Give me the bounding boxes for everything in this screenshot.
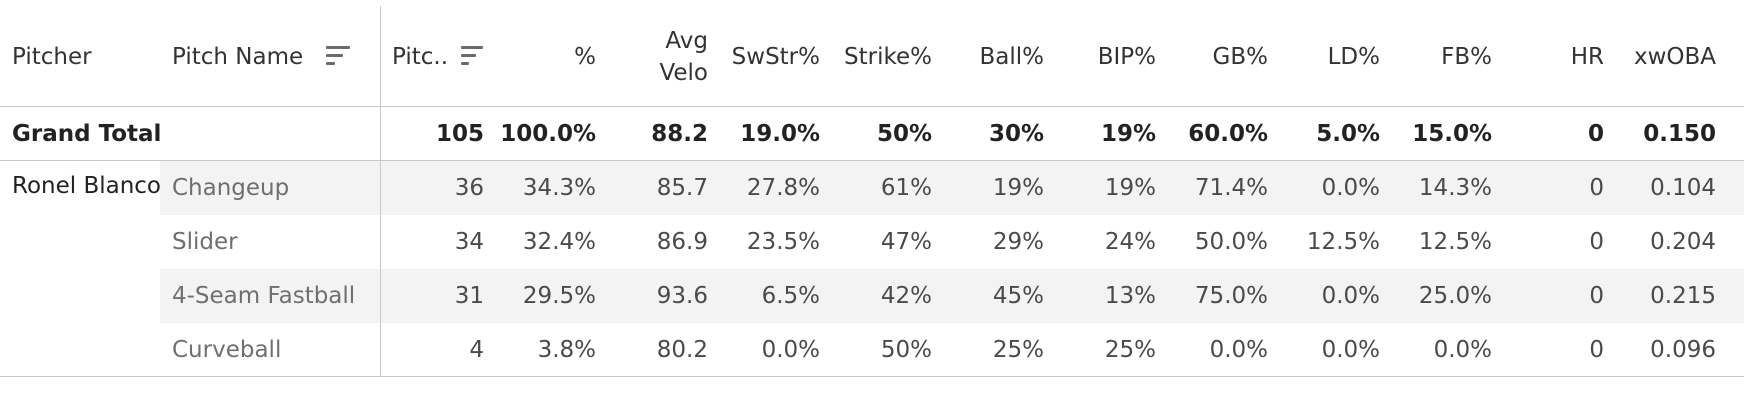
pitch-name-cell: 4-Seam Fastball xyxy=(172,283,356,309)
ball-cell: 19% xyxy=(992,175,1044,201)
fb-cell: 12.5% xyxy=(1418,229,1492,255)
header-pitcher[interactable]: Pitcher xyxy=(12,44,92,70)
swstr-cell: 27.8% xyxy=(746,175,820,201)
total-ld: 5.0% xyxy=(1316,121,1380,147)
header-strike[interactable]: Strike% xyxy=(844,44,932,70)
header-pitches[interactable]: Pitc.. xyxy=(392,44,449,70)
strike-cell: 50% xyxy=(880,337,932,363)
hr-cell: 0 xyxy=(1589,175,1604,201)
ld-cell: 0.0% xyxy=(1321,337,1380,363)
bip-cell: 24% xyxy=(1104,229,1156,255)
percent-cell: 32.4% xyxy=(522,229,596,255)
grand-total-label: Grand Total xyxy=(12,121,162,147)
ld-cell: 12.5% xyxy=(1306,229,1380,255)
header-ld[interactable]: LD% xyxy=(1327,44,1380,70)
fb-cell: 14.3% xyxy=(1418,175,1492,201)
velo-cell: 80.2 xyxy=(656,337,708,363)
percent-cell: 34.3% xyxy=(522,175,596,201)
fb-cell: 25.0% xyxy=(1418,283,1492,309)
total-swstr: 19.0% xyxy=(740,121,820,147)
total-hr: 0 xyxy=(1587,121,1604,147)
pitcher-name[interactable]: Ronel Blanco xyxy=(12,173,162,199)
fb-cell: 0.0% xyxy=(1433,337,1492,363)
velo-cell: 85.7 xyxy=(656,175,708,201)
total-gb: 60.0% xyxy=(1188,121,1268,147)
swstr-cell: 6.5% xyxy=(761,283,820,309)
header-gb[interactable]: GB% xyxy=(1212,44,1268,70)
total-divider xyxy=(0,160,1744,161)
header-xwoba[interactable]: xwOBA xyxy=(1633,44,1716,70)
strike-cell: 42% xyxy=(880,283,932,309)
bip-cell: 13% xyxy=(1104,283,1156,309)
hr-cell: 0 xyxy=(1589,283,1604,309)
ld-cell: 0.0% xyxy=(1321,283,1380,309)
row-band xyxy=(160,269,1744,323)
row-band xyxy=(160,161,1744,215)
total-ball: 30% xyxy=(988,121,1044,147)
pitch-name-cell: Curveball xyxy=(172,337,282,363)
header-ball[interactable]: Ball% xyxy=(979,44,1044,70)
pitches-cell: 34 xyxy=(454,229,484,255)
sort-icon[interactable] xyxy=(461,46,485,68)
xwoba-cell: 0.215 xyxy=(1650,283,1716,309)
header-avg-velo-line1[interactable]: Avg xyxy=(665,28,708,54)
header-pitch-name[interactable]: Pitch Name xyxy=(172,44,304,70)
pitches-cell: 31 xyxy=(454,283,484,309)
strike-cell: 61% xyxy=(880,175,932,201)
total-pitches: 105 xyxy=(435,121,484,147)
column-divider xyxy=(380,6,381,376)
ball-cell: 29% xyxy=(992,229,1044,255)
hr-cell: 0 xyxy=(1589,337,1604,363)
bip-cell: 19% xyxy=(1104,175,1156,201)
velo-cell: 93.6 xyxy=(656,283,708,309)
total-percent: 100.0% xyxy=(500,121,596,147)
total-strike: 50% xyxy=(876,121,932,147)
header-bip[interactable]: BIP% xyxy=(1097,44,1156,70)
xwoba-cell: 0.096 xyxy=(1650,337,1716,363)
swstr-cell: 23.5% xyxy=(746,229,820,255)
gb-cell: 0.0% xyxy=(1209,337,1268,363)
strike-cell: 47% xyxy=(880,229,932,255)
total-fb: 15.0% xyxy=(1412,121,1492,147)
header-percent[interactable]: % xyxy=(574,44,596,70)
total-xwoba: 0.150 xyxy=(1643,121,1716,147)
pitch-name-cell: Slider xyxy=(172,229,238,255)
xwoba-cell: 0.204 xyxy=(1650,229,1716,255)
sort-icon[interactable] xyxy=(326,46,350,68)
header-avg-velo-line2[interactable]: Velo xyxy=(659,60,708,86)
ball-cell: 45% xyxy=(992,283,1044,309)
total-velo: 88.2 xyxy=(651,121,708,147)
pitch-name-cell: Changeup xyxy=(172,175,290,201)
percent-cell: 3.8% xyxy=(537,337,596,363)
total-bip: 19% xyxy=(1100,121,1156,147)
ld-cell: 0.0% xyxy=(1321,175,1380,201)
bip-cell: 25% xyxy=(1104,337,1156,363)
pitches-cell: 4 xyxy=(469,337,484,363)
header-swstr[interactable]: SwStr% xyxy=(731,44,820,70)
header-divider xyxy=(0,106,1744,107)
velo-cell: 86.9 xyxy=(656,229,708,255)
gb-cell: 50.0% xyxy=(1194,229,1268,255)
gb-cell: 71.4% xyxy=(1194,175,1268,201)
bottom-divider xyxy=(0,376,1744,377)
percent-cell: 29.5% xyxy=(522,283,596,309)
header-hr[interactable]: HR xyxy=(1570,44,1604,70)
gb-cell: 75.0% xyxy=(1194,283,1268,309)
hr-cell: 0 xyxy=(1589,229,1604,255)
pitches-cell: 36 xyxy=(454,175,484,201)
xwoba-cell: 0.104 xyxy=(1650,175,1716,201)
header-fb[interactable]: FB% xyxy=(1441,44,1492,70)
swstr-cell: 0.0% xyxy=(761,337,820,363)
ball-cell: 25% xyxy=(992,337,1044,363)
